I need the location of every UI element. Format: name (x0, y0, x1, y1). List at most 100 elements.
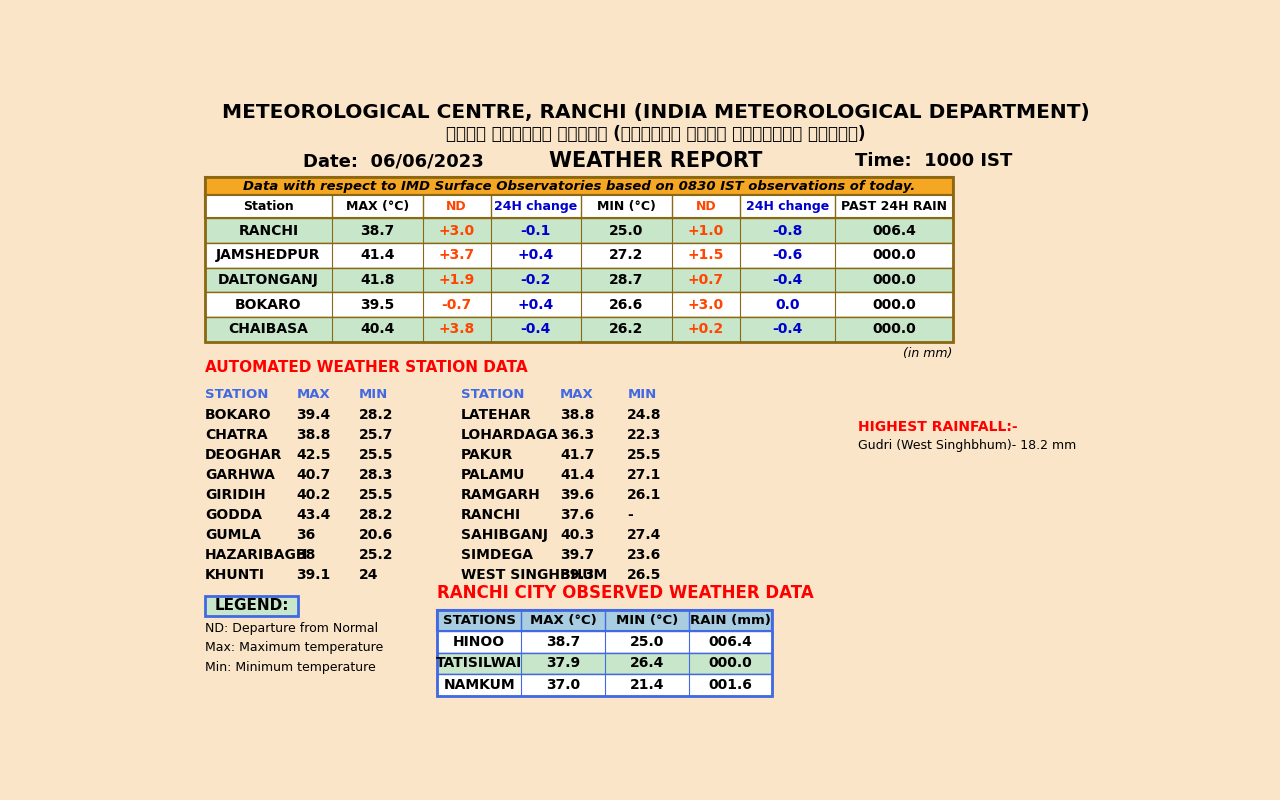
Text: MIN: MIN (627, 388, 657, 402)
Text: -0.4: -0.4 (772, 273, 803, 287)
Text: 39.4: 39.4 (297, 408, 330, 422)
FancyBboxPatch shape (205, 268, 952, 292)
Text: 26.5: 26.5 (627, 568, 662, 582)
Text: HINOO: HINOO (453, 635, 506, 649)
FancyBboxPatch shape (205, 218, 952, 243)
Text: 24H change: 24H change (494, 200, 577, 214)
Text: 41.4: 41.4 (360, 248, 394, 262)
Text: मौसम केंद्र रांची (भारतीय मौसम विज्ञान विभाग): मौसम केंद्र रांची (भारतीय मौसम विज्ञान व… (447, 126, 865, 143)
Text: CHATRA: CHATRA (205, 428, 268, 442)
Text: STATION: STATION (205, 388, 269, 402)
Text: 43.4: 43.4 (297, 508, 330, 522)
FancyBboxPatch shape (438, 653, 772, 674)
Text: 38.8: 38.8 (297, 428, 330, 442)
Text: +3.0: +3.0 (687, 298, 724, 312)
Text: SAHIBGANJ: SAHIBGANJ (461, 528, 548, 542)
Text: WEATHER REPORT: WEATHER REPORT (549, 151, 763, 171)
Text: ND: ND (695, 200, 716, 214)
Text: Station: Station (243, 200, 294, 214)
Text: 40.3: 40.3 (559, 528, 594, 542)
Text: PALAMU: PALAMU (461, 468, 525, 482)
FancyBboxPatch shape (205, 195, 952, 218)
Text: 40.4: 40.4 (360, 322, 394, 336)
Text: 000.0: 000.0 (872, 273, 915, 287)
Text: MAX (°C): MAX (°C) (530, 614, 596, 627)
FancyBboxPatch shape (205, 596, 298, 616)
Text: GUMLA: GUMLA (205, 528, 261, 542)
Text: MIN (°C): MIN (°C) (596, 200, 655, 214)
Text: 23.6: 23.6 (627, 548, 662, 562)
Text: 21.4: 21.4 (630, 678, 664, 692)
Text: 22.3: 22.3 (627, 428, 662, 442)
FancyBboxPatch shape (205, 292, 952, 317)
Text: 26.4: 26.4 (630, 657, 664, 670)
Text: 39.3: 39.3 (559, 568, 594, 582)
Text: 001.6: 001.6 (708, 678, 753, 692)
Text: +0.4: +0.4 (517, 298, 554, 312)
Text: -0.1: -0.1 (521, 224, 550, 238)
Text: Date:  06/06/2023: Date: 06/06/2023 (303, 153, 484, 170)
Text: Data with respect to IMD Surface Observatories based on 0830 IST observations of: Data with respect to IMD Surface Observa… (243, 179, 915, 193)
Text: 25.0: 25.0 (630, 635, 664, 649)
Text: 38: 38 (297, 548, 316, 562)
Text: 28.2: 28.2 (358, 508, 393, 522)
Text: ND: ND (447, 200, 467, 214)
Text: 38.7: 38.7 (360, 224, 394, 238)
Text: +1.0: +1.0 (687, 224, 724, 238)
Text: 000.0: 000.0 (872, 298, 915, 312)
Text: MIN: MIN (358, 388, 388, 402)
Text: METEOROLOGICAL CENTRE, RANCHI (INDIA METEOROLOGICAL DEPARTMENT): METEOROLOGICAL CENTRE, RANCHI (INDIA MET… (223, 103, 1089, 122)
Text: 27.4: 27.4 (627, 528, 662, 542)
Text: MAX (°C): MAX (°C) (346, 200, 408, 214)
Text: Time:  1000 IST: Time: 1000 IST (855, 153, 1012, 170)
FancyBboxPatch shape (205, 177, 952, 195)
Text: +3.0: +3.0 (439, 224, 475, 238)
Text: ND: Departure from Normal
Max: Maximum temperature
Min: Minimum temperature: ND: Departure from Normal Max: Maximum t… (205, 622, 383, 674)
Text: GIRIDIH: GIRIDIH (205, 488, 265, 502)
Text: HIGHEST RAINFALL:-: HIGHEST RAINFALL:- (858, 420, 1018, 434)
Text: 27.1: 27.1 (627, 468, 662, 482)
Text: PAKUR: PAKUR (461, 448, 513, 462)
Text: JAMSHEDPUR: JAMSHEDPUR (216, 248, 321, 262)
Text: 40.7: 40.7 (297, 468, 330, 482)
Text: +0.7: +0.7 (687, 273, 724, 287)
Text: 25.5: 25.5 (627, 448, 662, 462)
Text: LOHARDAGA: LOHARDAGA (461, 428, 558, 442)
Text: MIN (°C): MIN (°C) (616, 614, 678, 627)
Text: 25.7: 25.7 (358, 428, 393, 442)
Text: -0.2: -0.2 (521, 273, 550, 287)
Text: 39.1: 39.1 (297, 568, 330, 582)
Text: 42.5: 42.5 (297, 448, 332, 462)
Text: 24H change: 24H change (746, 200, 829, 214)
Text: (in mm): (in mm) (904, 347, 952, 361)
FancyBboxPatch shape (438, 631, 772, 653)
Text: DEOGHAR: DEOGHAR (205, 448, 283, 462)
Text: 41.8: 41.8 (360, 273, 394, 287)
Text: GARHWA: GARHWA (205, 468, 275, 482)
Text: 20.6: 20.6 (358, 528, 393, 542)
FancyBboxPatch shape (205, 243, 952, 268)
Text: +1.9: +1.9 (438, 273, 475, 287)
FancyBboxPatch shape (205, 317, 952, 342)
Text: PAST 24H RAIN: PAST 24H RAIN (841, 200, 947, 214)
Text: 25.5: 25.5 (358, 448, 393, 462)
Text: NAMKUM: NAMKUM (443, 678, 515, 692)
FancyBboxPatch shape (438, 610, 772, 631)
Text: 0.0: 0.0 (776, 298, 800, 312)
Text: RAMGARH: RAMGARH (461, 488, 540, 502)
Text: 006.4: 006.4 (708, 635, 753, 649)
Text: RANCHI: RANCHI (238, 224, 298, 238)
Text: TATISILWAI: TATISILWAI (436, 657, 522, 670)
Text: 36.3: 36.3 (559, 428, 594, 442)
Text: MAX: MAX (297, 388, 330, 402)
Text: CHAIBASA: CHAIBASA (228, 322, 308, 336)
Text: RANCHI: RANCHI (461, 508, 521, 522)
Text: 37.6: 37.6 (559, 508, 594, 522)
Text: +1.5: +1.5 (687, 248, 724, 262)
Text: 37.9: 37.9 (547, 657, 580, 670)
Text: AUTOMATED WEATHER STATION DATA: AUTOMATED WEATHER STATION DATA (205, 360, 527, 375)
Text: 39.6: 39.6 (559, 488, 594, 502)
Text: 37.0: 37.0 (547, 678, 580, 692)
Text: DALTONGANJ: DALTONGANJ (218, 273, 319, 287)
Text: Gudri (West Singhbhum)- 18.2 mm: Gudri (West Singhbhum)- 18.2 mm (858, 439, 1075, 452)
